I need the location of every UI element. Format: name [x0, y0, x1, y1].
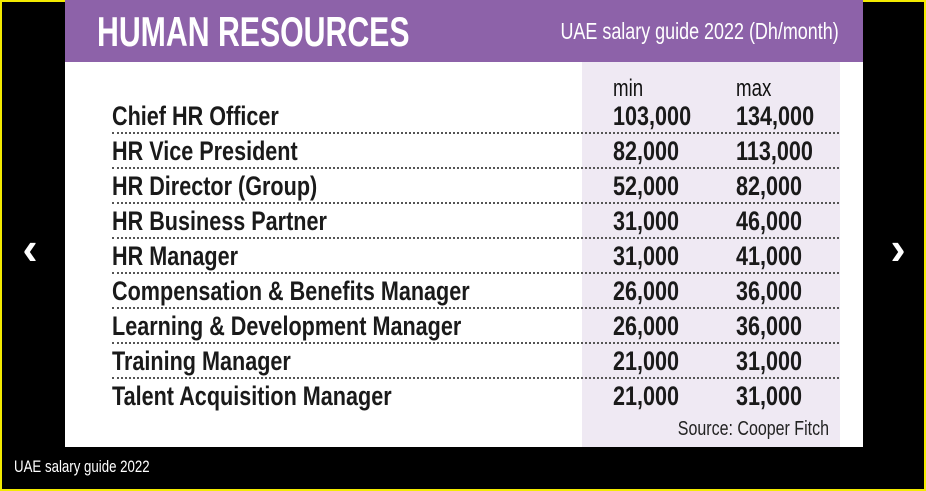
row-min: 103,000 — [613, 101, 692, 131]
values-column-background — [582, 62, 840, 447]
row-title: HR Business Partner — [112, 206, 327, 236]
previous-arrow-icon[interactable]: ‹ — [22, 222, 38, 274]
row-title: Compensation & Benefits Manager — [112, 276, 470, 306]
table-row: HR Director (Group) 52,000 82,000 — [112, 169, 839, 204]
row-max: 36,000 — [736, 276, 803, 306]
row-title: Learning & Development Manager — [112, 311, 462, 341]
header-banner: HUMAN RESOURCES UAE salary guide 2022 (D… — [65, 0, 863, 62]
row-max: 113,000 — [736, 136, 813, 166]
row-min: 26,000 — [613, 276, 680, 306]
table-row: Compensation & Benefits Manager 26,000 36,… — [112, 274, 839, 309]
subtitle: UAE salary guide 2022 (Dh/month) — [560, 18, 839, 44]
next-arrow-icon[interactable]: › — [890, 222, 906, 274]
image-caption: UAE salary guide 2022 — [14, 457, 150, 476]
row-max: 36,000 — [736, 311, 803, 341]
row-max: 31,000 — [736, 346, 803, 376]
row-max: 134,000 — [736, 101, 815, 131]
source-note: Source: Cooper Fitch — [677, 418, 829, 440]
table-row: Learning & Development Manager 26,000 36,0… — [112, 309, 839, 344]
row-min: 52,000 — [613, 171, 680, 201]
table-row: Chief HR Officer 103,000 134,000 — [112, 99, 839, 134]
row-min: 31,000 — [613, 206, 680, 236]
row-min: 26,000 — [613, 311, 680, 341]
table-row: HR Manager 31,000 41,000 — [112, 239, 839, 274]
row-max: 46,000 — [736, 206, 803, 236]
row-min: 21,000 — [613, 381, 680, 411]
row-max: 41,000 — [736, 241, 803, 271]
row-max: 82,000 — [736, 171, 803, 201]
row-title: Talent Acquisition Manager — [112, 381, 392, 411]
row-max: 31,000 — [736, 381, 803, 411]
row-title: HR Director (Group) — [112, 171, 318, 201]
column-header-max: max — [736, 75, 772, 102]
salary-table-image: HUMAN RESOURCES UAE salary guide 2022 (D… — [65, 0, 863, 447]
row-title: HR Manager — [112, 241, 239, 271]
row-title: Training Manager — [112, 346, 291, 376]
table-row: Talent Acquisition Manager 21,000 31,000 — [112, 379, 839, 414]
row-title: HR Vice President — [112, 136, 298, 166]
table-row: HR Vice President 82,000 113,000 — [112, 134, 839, 169]
page-title: HUMAN RESOURCES — [97, 8, 410, 55]
row-title: Chief HR Officer — [112, 101, 279, 131]
row-min: 82,000 — [613, 136, 680, 166]
row-min: 21,000 — [613, 346, 680, 376]
row-min: 31,000 — [613, 241, 680, 271]
table-row: Training Manager 21,000 31,000 — [112, 344, 839, 379]
table-row: HR Business Partner 31,000 46,000 — [112, 204, 839, 239]
column-header-min: min — [613, 75, 644, 102]
